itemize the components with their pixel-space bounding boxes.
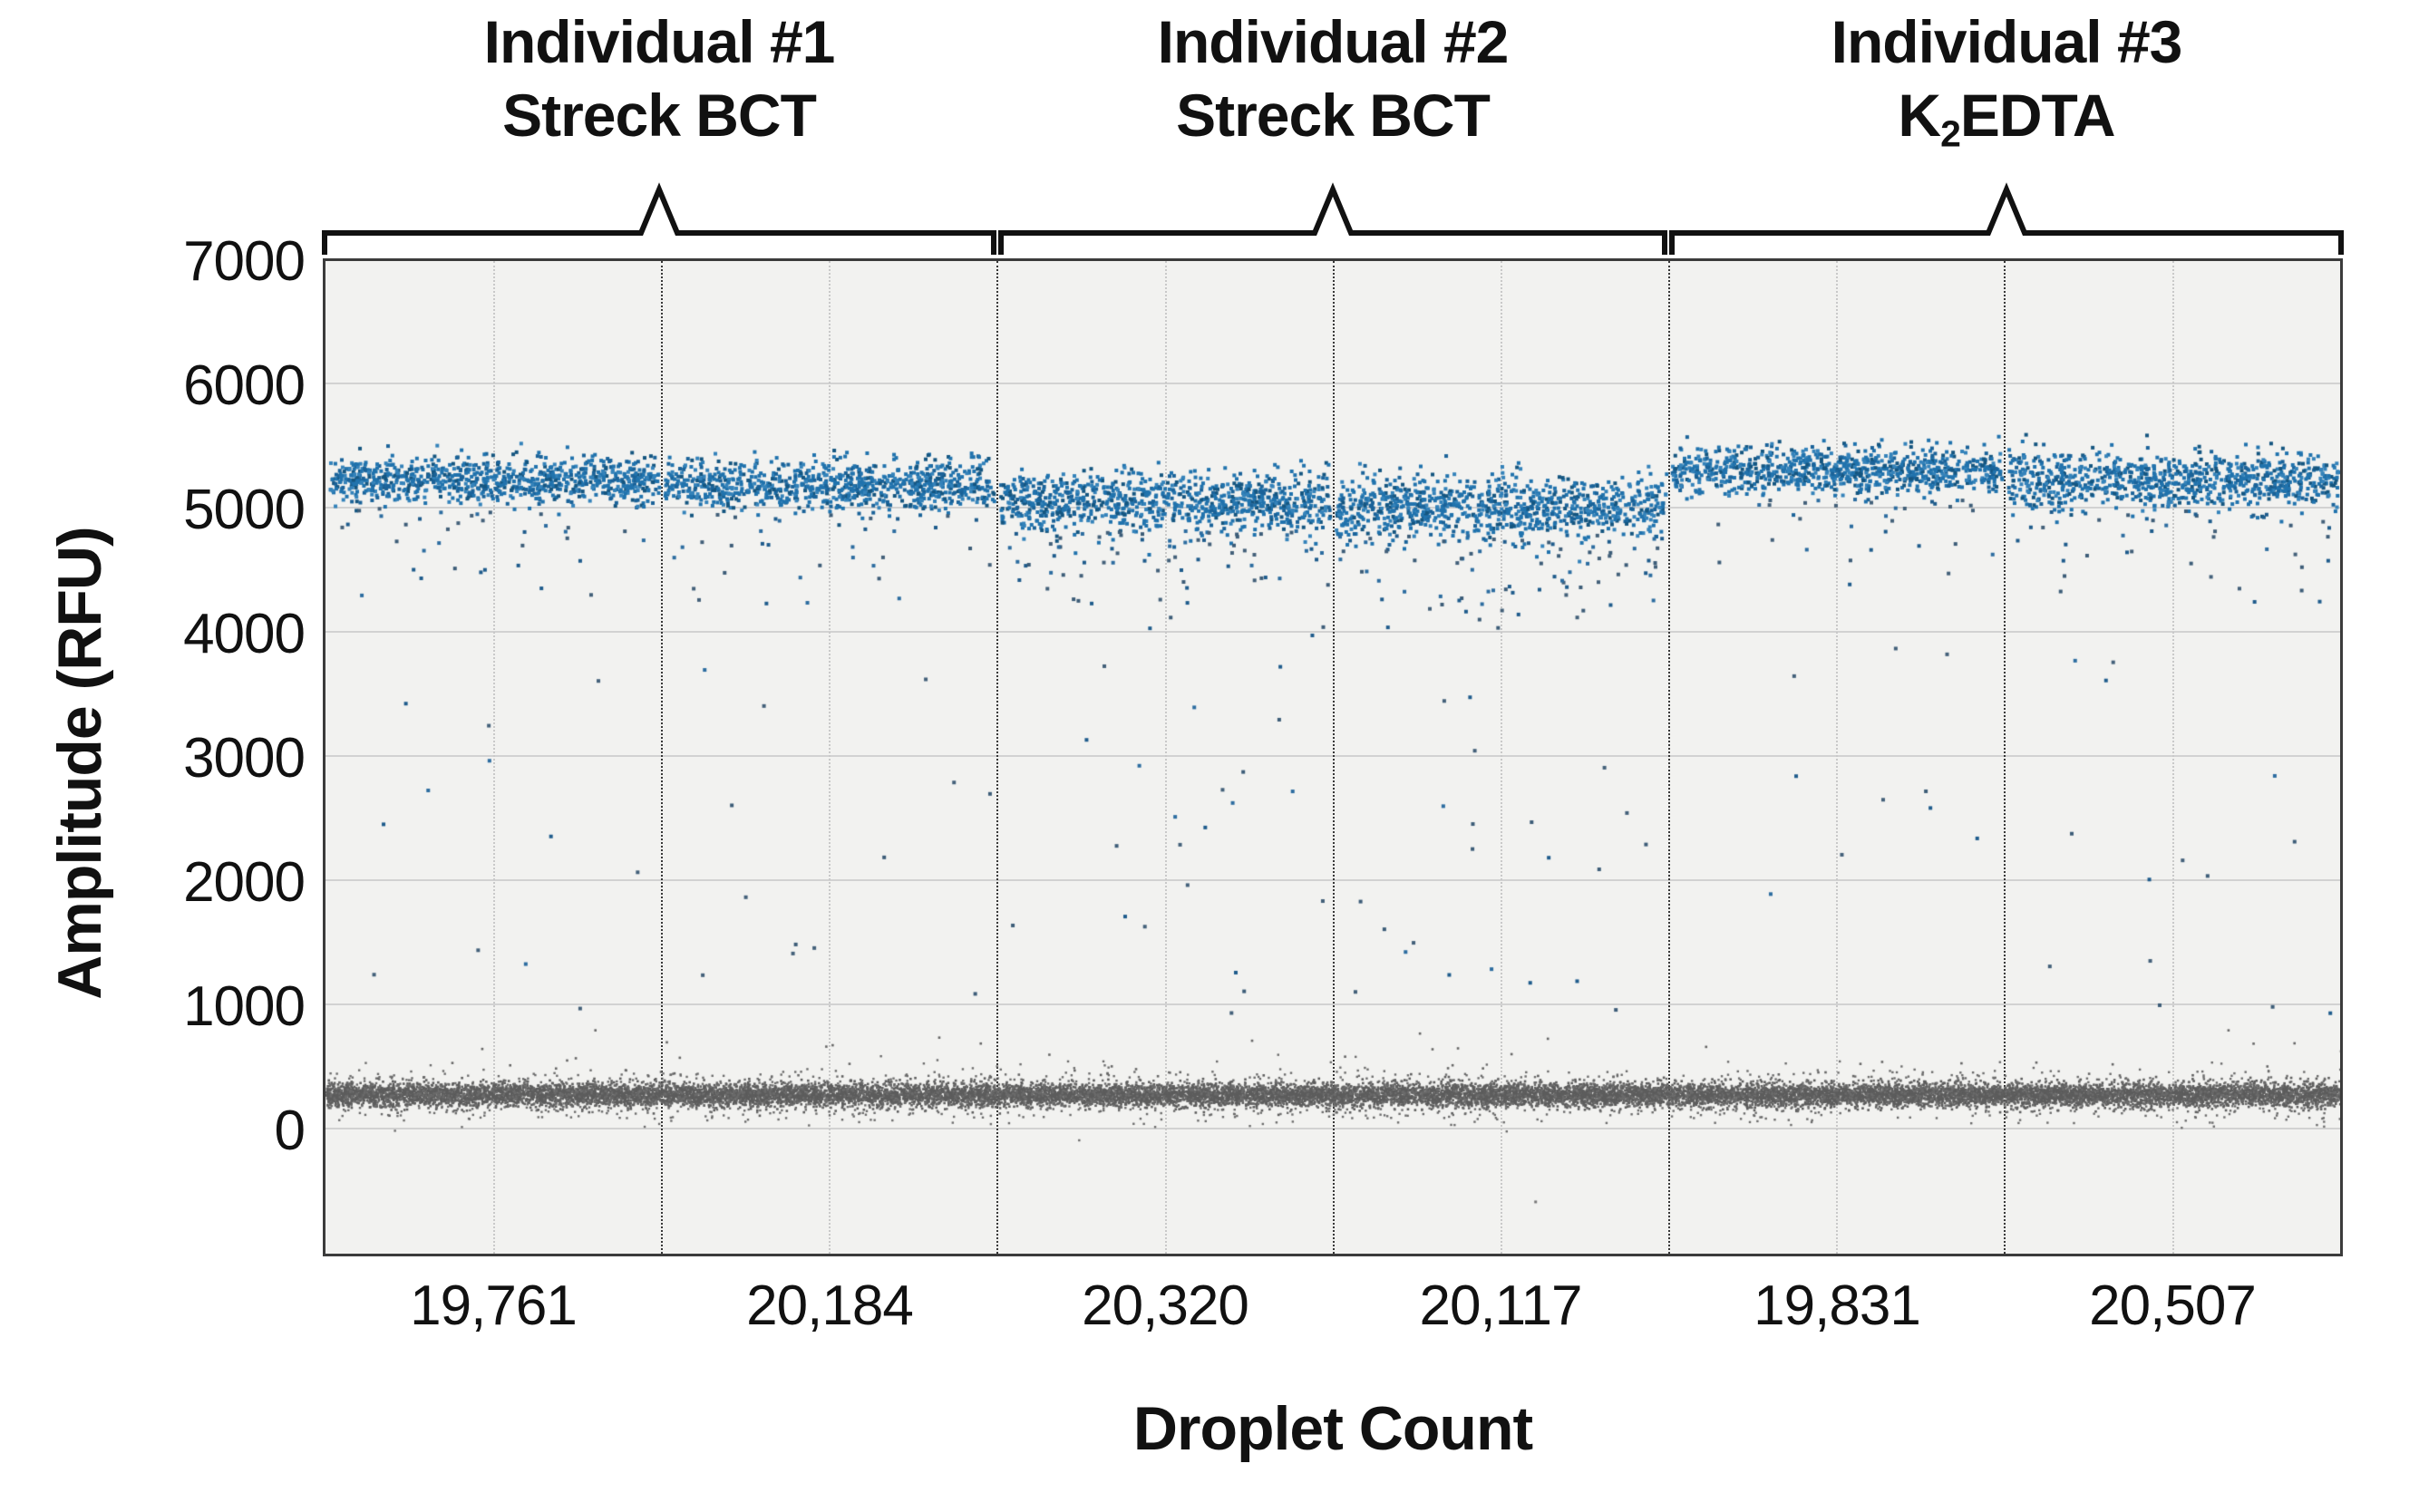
- y-tick-2000: 2000: [183, 851, 306, 914]
- group-title-line1: Individual #1: [483, 8, 836, 75]
- y-tick-3000: 3000: [183, 727, 306, 790]
- plot-area: [323, 258, 2343, 1256]
- x-tick-well-1: 19,761: [410, 1275, 578, 1337]
- y-tick-7000: 7000: [183, 230, 306, 293]
- y-tick-0: 0: [274, 1100, 306, 1162]
- group-bracket-3: [1669, 182, 2344, 255]
- group-bracket-1: [322, 182, 996, 255]
- x-tick-well-5: 19,831: [1754, 1275, 1921, 1337]
- group-title-line2: Streck BCT: [1176, 81, 1491, 149]
- y-tick-6000: 6000: [183, 354, 306, 417]
- y-tick-1000: 1000: [183, 975, 306, 1038]
- group-title-line2: Streck BCT: [502, 81, 817, 149]
- group-title-individual-1: Individual #1 Streck BCT: [483, 5, 836, 157]
- subscript: 2: [1940, 111, 1961, 154]
- group-title-line1: Individual #2: [1157, 8, 1510, 75]
- group-bracket-2: [998, 182, 1667, 255]
- x-axis-title: Droplet Count: [1132, 1394, 1533, 1463]
- group-title-line2: K2EDTA: [1898, 81, 2115, 154]
- y-tick-5000: 5000: [183, 479, 306, 541]
- x-tick-well-3: 20,320: [1082, 1275, 1249, 1337]
- group-title-individual-3: Individual #3 K2EDTA: [1831, 5, 2183, 157]
- group-title-individual-2: Individual #2 Streck BCT: [1157, 5, 1510, 157]
- y-tick-4000: 4000: [183, 603, 306, 665]
- x-tick-well-2: 20,184: [746, 1275, 914, 1337]
- group-brackets: [322, 182, 2344, 255]
- group-title-line1: Individual #3: [1831, 8, 2183, 75]
- droplet-scatter-canvas: [325, 261, 2340, 1254]
- x-tick-well-4: 20,117: [1419, 1275, 1582, 1337]
- x-tick-well-6: 20,507: [2089, 1275, 2257, 1337]
